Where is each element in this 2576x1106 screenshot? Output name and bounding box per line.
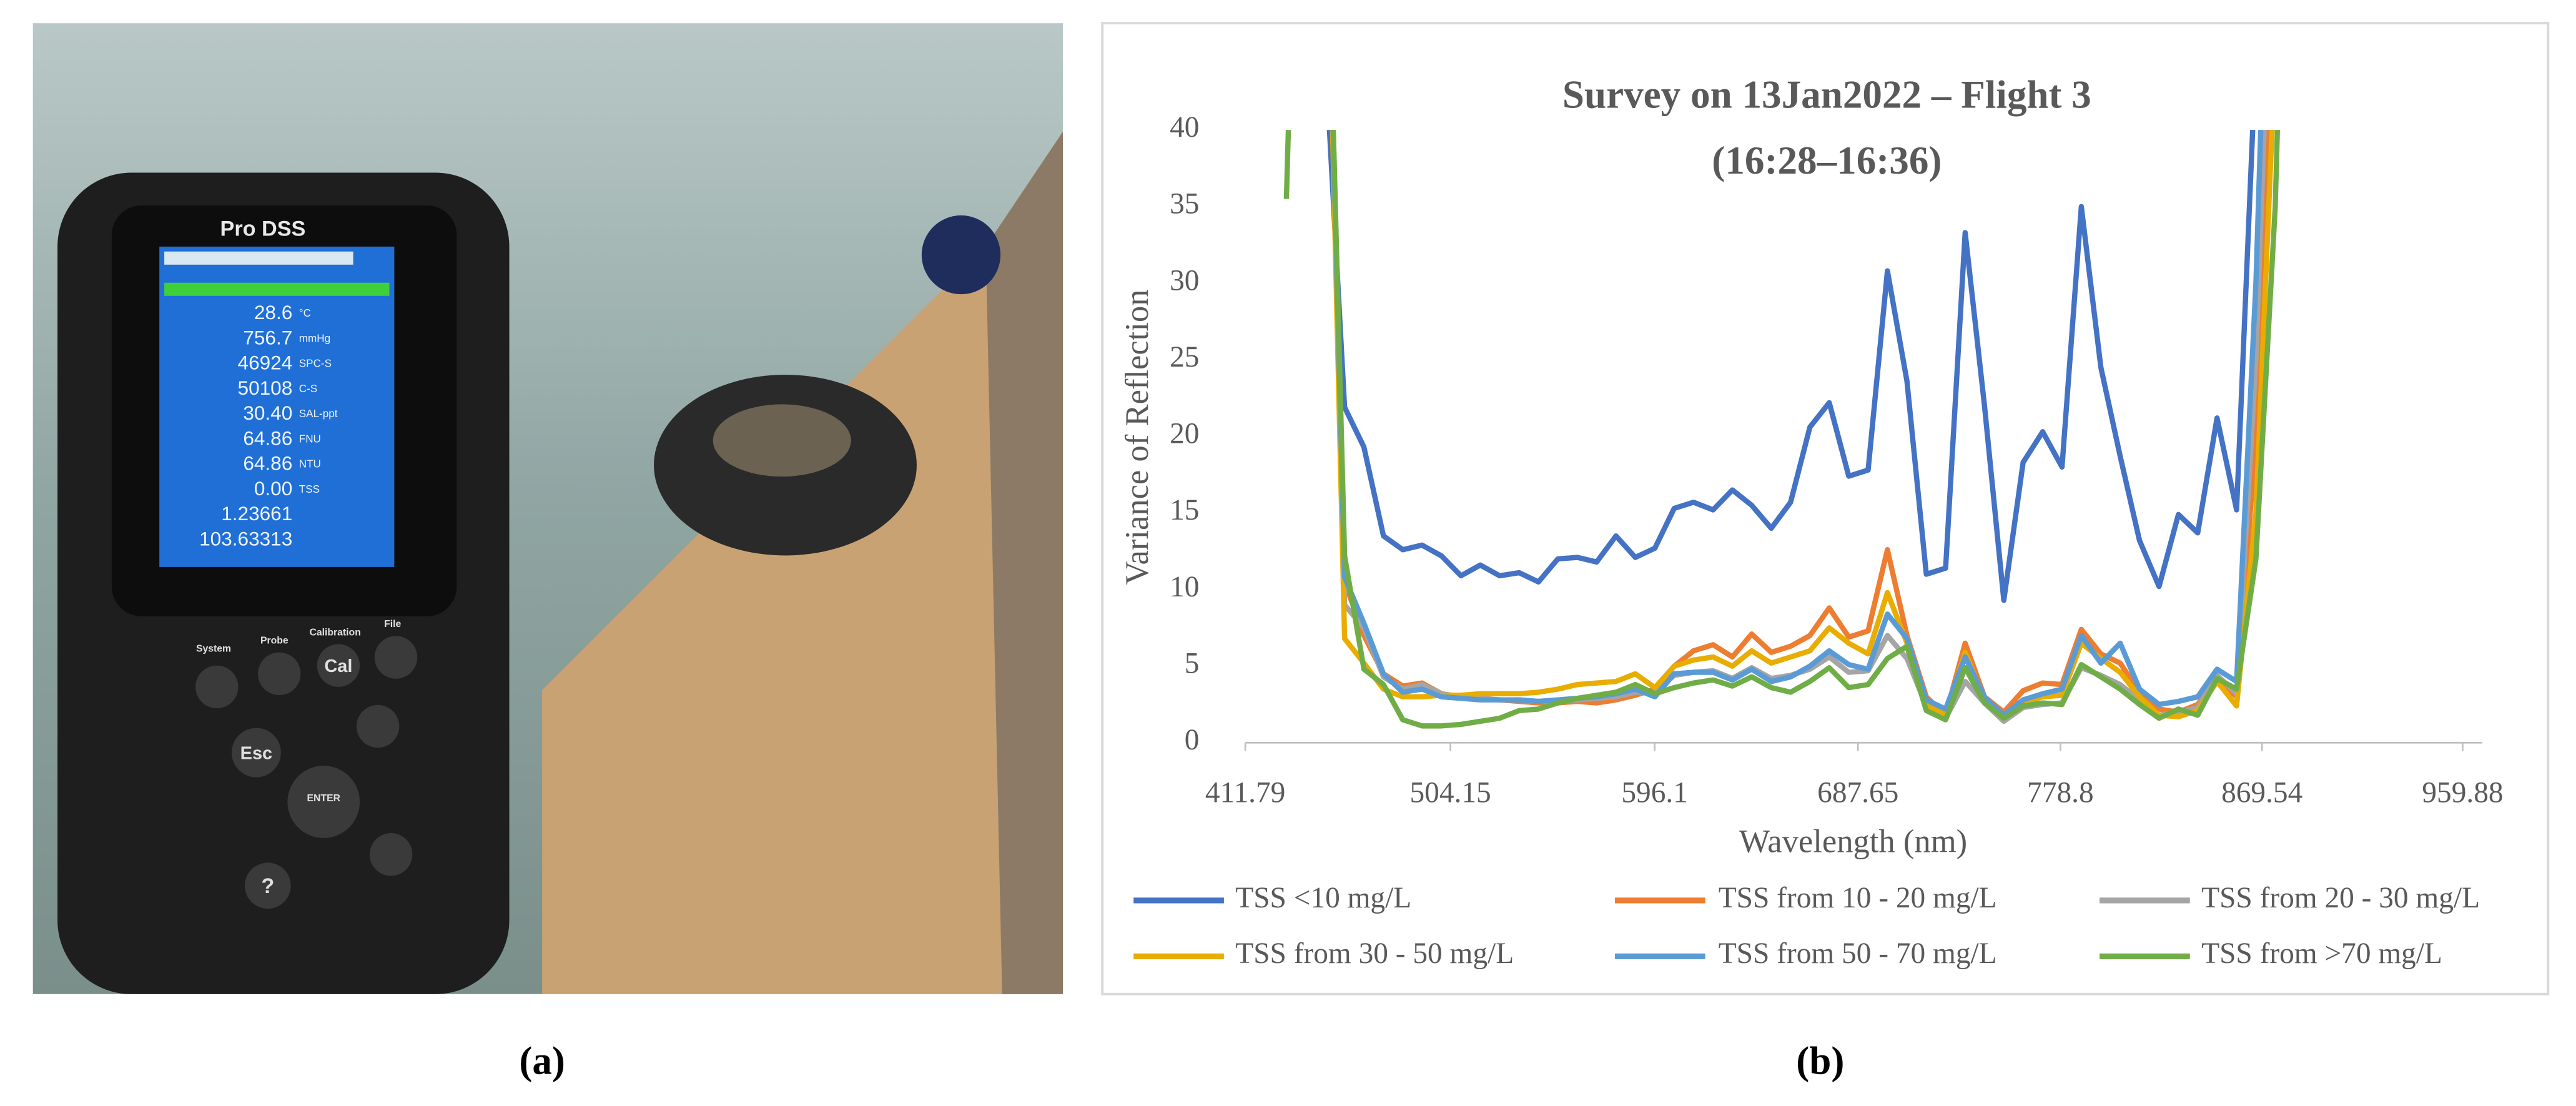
photo (32, 23, 1063, 994)
y-axis-label: Variance of Reflection (1119, 289, 1155, 585)
x-tick-label: 687.65 (1817, 776, 1898, 809)
screen-unit: mmHg (299, 332, 330, 344)
caption: (a) (519, 1039, 565, 1082)
series-line (1326, 130, 2256, 603)
y-tick-label: 20 (1170, 418, 1199, 450)
screen-unit: TSS (299, 483, 320, 495)
key (287, 766, 360, 838)
y-tick-label: 5 (1185, 648, 1200, 680)
x-tick-label: 869.54 (2221, 776, 2302, 809)
series-line (1283, 130, 2281, 729)
device-screen (159, 246, 395, 567)
legend-label: TSS from 20 - 30 mg/L (2201, 882, 2480, 914)
x-tick-label: 504.15 (1409, 776, 1491, 809)
series-line (1330, 130, 2275, 721)
screen-unit: NTU (299, 458, 321, 470)
screen-reading: 64.86 (243, 452, 292, 475)
key-label: ENTER (307, 793, 341, 804)
keypad (195, 636, 418, 909)
x-tick-label: 411.79 (1205, 776, 1285, 809)
key (317, 644, 360, 687)
chart-frame (1101, 22, 2550, 995)
screen-reading: 1.23661 (221, 502, 292, 525)
screen-reading: 0.00 (254, 477, 292, 500)
key-label: Cal (324, 656, 352, 676)
key-label: Probe (260, 635, 289, 646)
legend-label: TSS <10 mg/L (1235, 882, 1411, 914)
deck-edge (985, 131, 1063, 994)
x-tick-label: 596.1 (1621, 776, 1688, 809)
screen-reading: 28.6 (254, 301, 292, 323)
screen-unit: C-S (299, 383, 317, 395)
screen-reading: 30.40 (243, 402, 292, 424)
screen-unit: FNU (299, 433, 321, 445)
key (195, 665, 239, 709)
key-label: Calibration (309, 627, 360, 638)
key (356, 704, 400, 748)
y-tick-label: 15 (1170, 494, 1199, 526)
x-tick-label: 959.88 (2422, 776, 2503, 809)
deck (542, 131, 1063, 994)
series-line (1330, 130, 2264, 718)
screen-bar (164, 251, 353, 265)
screen-reading: 103.63313 (199, 527, 292, 550)
screen-reading: 64.86 (243, 427, 292, 449)
screen-reading: 50108 (238, 377, 293, 399)
legend-label: TSS from 50 - 70 mg/L (1719, 937, 1997, 970)
screen-unit: SPC-S (299, 358, 332, 370)
screen-reading: 46924 (238, 352, 293, 374)
screen-reading: 756.7 (243, 326, 292, 348)
key-label: ? (261, 874, 274, 898)
tire-hole (713, 404, 851, 477)
y-tick-label: 0 (1185, 724, 1200, 756)
y-tick-label: 30 (1170, 264, 1199, 297)
legend-label: TSS from >70 mg/L (2201, 937, 2442, 970)
screen-unit: °C (299, 307, 311, 319)
y-tick-label: 25 (1170, 341, 1199, 373)
screen-unit: SAL-ppt (299, 408, 338, 420)
key-label: System (196, 644, 231, 654)
legend-label: TSS from 10 - 20 mg/L (1719, 882, 1997, 914)
chart-subtitle: (16:28–16:36) (1712, 139, 1942, 182)
key-label: File (384, 619, 401, 630)
legend-label: TSS from 30 - 50 mg/L (1235, 937, 1514, 970)
y-tick-label: 35 (1170, 188, 1199, 220)
plot (1283, 130, 2281, 729)
y-tick-label: 10 (1170, 571, 1199, 603)
caption: (b) (1796, 1039, 1844, 1082)
x-axis-label: Wavelength (nm) (1739, 824, 1967, 860)
key (369, 833, 413, 876)
y-tick-label: 40 (1170, 111, 1199, 144)
key (231, 728, 281, 778)
key (244, 862, 291, 909)
screen-bar (164, 282, 390, 296)
chart-title: Survey on 13Jan2022 – Flight 3 (1562, 73, 2091, 117)
x-tick-label: 778.8 (2027, 776, 2094, 809)
device-brand: Pro DSS (220, 217, 306, 241)
buoy (921, 215, 1001, 295)
key (258, 652, 301, 696)
key-label: Esc (240, 743, 272, 763)
key (374, 636, 418, 679)
